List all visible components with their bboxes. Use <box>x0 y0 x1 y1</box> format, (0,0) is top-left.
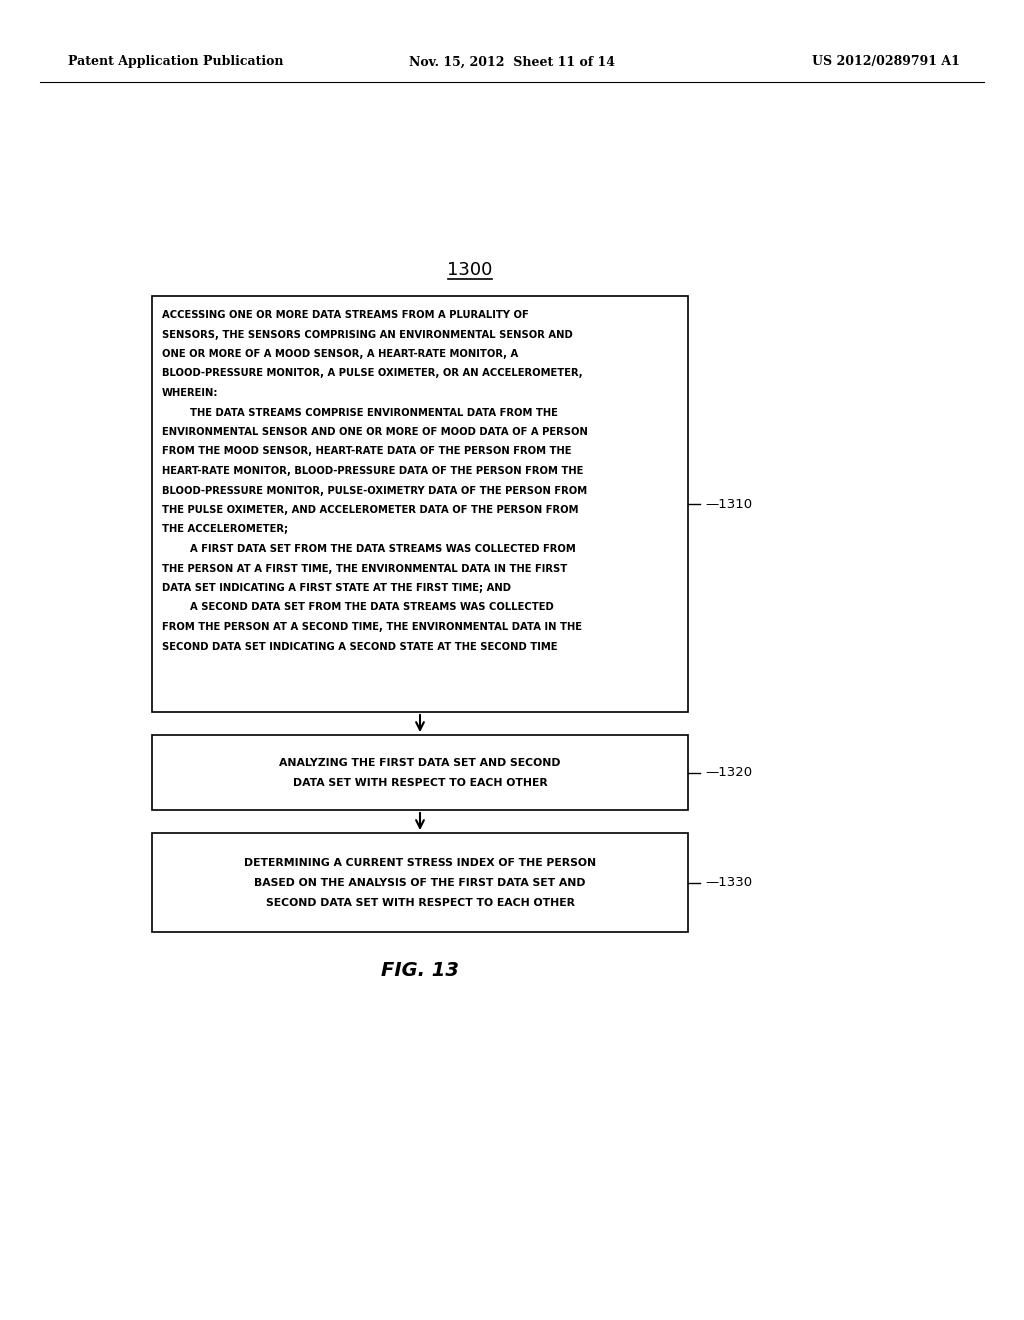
Text: FROM THE MOOD SENSOR, HEART-RATE DATA OF THE PERSON FROM THE: FROM THE MOOD SENSOR, HEART-RATE DATA OF… <box>162 446 571 457</box>
Text: Patent Application Publication: Patent Application Publication <box>68 55 284 69</box>
Text: A SECOND DATA SET FROM THE DATA STREAMS WAS COLLECTED: A SECOND DATA SET FROM THE DATA STREAMS … <box>162 602 554 612</box>
Text: DETERMINING A CURRENT STRESS INDEX OF THE PERSON: DETERMINING A CURRENT STRESS INDEX OF TH… <box>244 858 596 867</box>
Text: ONE OR MORE OF A MOOD SENSOR, A HEART-RATE MONITOR, A: ONE OR MORE OF A MOOD SENSOR, A HEART-RA… <box>162 348 518 359</box>
Text: DATA SET WITH RESPECT TO EACH OTHER: DATA SET WITH RESPECT TO EACH OTHER <box>293 777 548 788</box>
Text: ANALYZING THE FIRST DATA SET AND SECOND: ANALYZING THE FIRST DATA SET AND SECOND <box>280 758 561 767</box>
Bar <box>152 296 688 711</box>
Text: —1330: —1330 <box>705 876 752 888</box>
Bar <box>152 833 688 932</box>
Text: BLOOD-PRESSURE MONITOR, A PULSE OXIMETER, OR AN ACCELEROMETER,: BLOOD-PRESSURE MONITOR, A PULSE OXIMETER… <box>162 368 583 379</box>
Text: US 2012/0289791 A1: US 2012/0289791 A1 <box>812 55 961 69</box>
Text: SECOND DATA SET INDICATING A SECOND STATE AT THE SECOND TIME: SECOND DATA SET INDICATING A SECOND STAT… <box>162 642 557 652</box>
Text: FIG. 13: FIG. 13 <box>381 961 459 979</box>
Text: HEART-RATE MONITOR, BLOOD-PRESSURE DATA OF THE PERSON FROM THE: HEART-RATE MONITOR, BLOOD-PRESSURE DATA … <box>162 466 584 477</box>
Text: FROM THE PERSON AT A SECOND TIME, THE ENVIRONMENTAL DATA IN THE: FROM THE PERSON AT A SECOND TIME, THE EN… <box>162 622 582 632</box>
Text: THE PERSON AT A FIRST TIME, THE ENVIRONMENTAL DATA IN THE FIRST: THE PERSON AT A FIRST TIME, THE ENVIRONM… <box>162 564 567 573</box>
Text: A FIRST DATA SET FROM THE DATA STREAMS WAS COLLECTED FROM: A FIRST DATA SET FROM THE DATA STREAMS W… <box>162 544 575 554</box>
Text: BASED ON THE ANALYSIS OF THE FIRST DATA SET AND: BASED ON THE ANALYSIS OF THE FIRST DATA … <box>254 878 586 887</box>
Text: THE PULSE OXIMETER, AND ACCELEROMETER DATA OF THE PERSON FROM: THE PULSE OXIMETER, AND ACCELEROMETER DA… <box>162 506 579 515</box>
Text: ACCESSING ONE OR MORE DATA STREAMS FROM A PLURALITY OF: ACCESSING ONE OR MORE DATA STREAMS FROM … <box>162 310 528 319</box>
Text: SENSORS, THE SENSORS COMPRISING AN ENVIRONMENTAL SENSOR AND: SENSORS, THE SENSORS COMPRISING AN ENVIR… <box>162 330 572 339</box>
Bar <box>152 735 688 810</box>
Text: —1310: —1310 <box>705 498 752 511</box>
Text: THE DATA STREAMS COMPRISE ENVIRONMENTAL DATA FROM THE: THE DATA STREAMS COMPRISE ENVIRONMENTAL … <box>162 408 558 417</box>
Text: SECOND DATA SET WITH RESPECT TO EACH OTHER: SECOND DATA SET WITH RESPECT TO EACH OTH… <box>265 898 574 908</box>
Text: 1300: 1300 <box>447 261 493 279</box>
Text: —1320: —1320 <box>705 766 752 779</box>
Text: THE ACCELEROMETER;: THE ACCELEROMETER; <box>162 524 288 535</box>
Text: WHEREIN:: WHEREIN: <box>162 388 218 399</box>
Text: BLOOD-PRESSURE MONITOR, PULSE-OXIMETRY DATA OF THE PERSON FROM: BLOOD-PRESSURE MONITOR, PULSE-OXIMETRY D… <box>162 486 587 495</box>
Text: DATA SET INDICATING A FIRST STATE AT THE FIRST TIME; AND: DATA SET INDICATING A FIRST STATE AT THE… <box>162 583 511 593</box>
Text: ENVIRONMENTAL SENSOR AND ONE OR MORE OF MOOD DATA OF A PERSON: ENVIRONMENTAL SENSOR AND ONE OR MORE OF … <box>162 426 588 437</box>
Text: Nov. 15, 2012  Sheet 11 of 14: Nov. 15, 2012 Sheet 11 of 14 <box>409 55 615 69</box>
